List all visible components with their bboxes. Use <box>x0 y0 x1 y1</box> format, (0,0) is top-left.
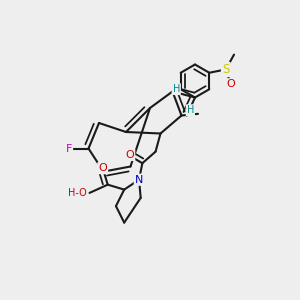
Text: F: F <box>66 143 72 154</box>
Text: S: S <box>222 63 230 76</box>
Text: O: O <box>125 150 134 160</box>
Text: O: O <box>226 79 235 89</box>
Text: H: H <box>187 105 194 115</box>
Text: H-O: H-O <box>68 188 87 198</box>
Text: N: N <box>135 175 143 185</box>
Text: O: O <box>98 163 107 173</box>
Text: H: H <box>172 84 180 94</box>
